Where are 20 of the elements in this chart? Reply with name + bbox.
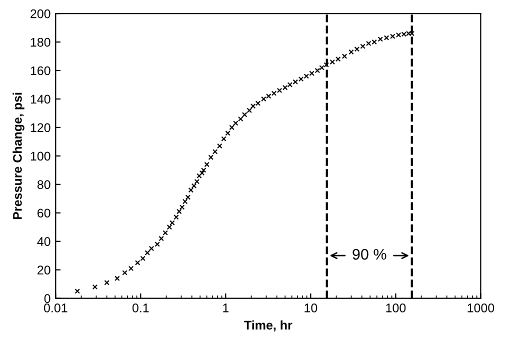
x-tick-label: 10: [304, 304, 318, 312]
x-tick-label: 0.1: [132, 304, 149, 312]
x-tick-label: 0.01: [44, 304, 68, 312]
x-axis-title: Time, hr: [244, 320, 292, 332]
y-tick-label: 180: [30, 38, 50, 47]
x-tick-label: 100: [386, 304, 406, 312]
y-tick-label: 160: [30, 66, 50, 76]
y-axis-title: Pressure Change, psi: [12, 92, 24, 220]
x-tick-label: 1000: [468, 304, 494, 312]
y-tick-label: 120: [30, 123, 50, 132]
y-tick-label: 140: [30, 94, 50, 104]
y-tick-label: 20: [38, 266, 50, 274]
y-tick-label: 0: [44, 294, 50, 303]
y-tick-label: 40: [37, 237, 50, 246]
y-tick-label: 60: [38, 208, 50, 218]
annotation: 90 %: [352, 248, 386, 260]
y-tick-label: 100: [30, 152, 50, 161]
y-tick-label: 200: [30, 9, 50, 18]
x-tick-label: 1: [223, 304, 229, 312]
y-tick-label: 80: [37, 180, 50, 190]
